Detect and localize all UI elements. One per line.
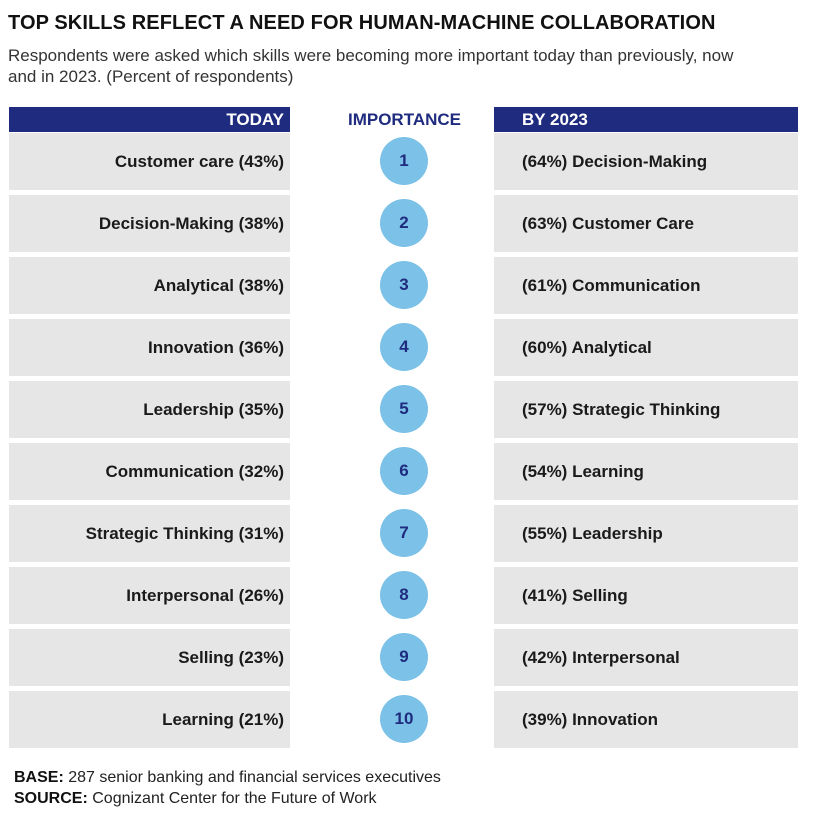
by-2023-skill-cell: (54%) Learning: [494, 443, 798, 500]
header-today: TODAY: [9, 107, 290, 132]
by-2023-skill-cell: (57%) Strategic Thinking: [494, 381, 798, 438]
importance-rank-badge: 9: [380, 633, 428, 681]
base-note: BASE: 287 senior banking and financial s…: [14, 767, 441, 788]
importance-rank-badge: 7: [380, 509, 428, 557]
importance-rank-badge: 3: [380, 261, 428, 309]
importance-rank-badge: 6: [380, 447, 428, 495]
base-label: BASE:: [14, 769, 64, 786]
header-importance: IMPORTANCE: [347, 110, 461, 129]
by-2023-skill-cell: (60%) Analytical: [494, 319, 798, 376]
by-2023-skill-cell: (39%) Innovation: [494, 691, 798, 748]
today-skill-cell: Interpersonal (26%): [9, 567, 290, 624]
base-text: 287 senior banking and financial service…: [68, 769, 441, 786]
chart-subtitle: Respondents were asked which skills were…: [8, 46, 734, 86]
by-2023-skill-cell: (55%) Leadership: [494, 505, 798, 562]
importance-rank-badge: 4: [380, 323, 428, 371]
source-text: Cognizant Center for the Future of Work: [92, 790, 377, 807]
source-note: SOURCE: Cognizant Center for the Future …: [14, 788, 441, 809]
by-2023-skill-cell: (64%) Decision-Making: [494, 133, 798, 190]
by-2023-skill-cell: (63%) Customer Care: [494, 195, 798, 252]
importance-rank-badge: 5: [380, 385, 428, 433]
today-skill-cell: Communication (32%): [9, 443, 290, 500]
today-skill-cell: Strategic Thinking (31%): [9, 505, 290, 562]
importance-rank-badge: 2: [380, 199, 428, 247]
today-skill-cell: Learning (21%): [9, 691, 290, 748]
source-label: SOURCE:: [14, 790, 88, 807]
importance-rank-badge: 1: [380, 137, 428, 185]
today-skill-cell: Innovation (36%): [9, 319, 290, 376]
chart-title: TOP SKILLS REFLECT A NEED FOR HUMAN-MACH…: [8, 12, 716, 34]
today-skill-cell: Customer care (43%): [9, 133, 290, 190]
importance-rank-badge: 8: [380, 571, 428, 619]
header-by-2023: BY 2023: [494, 107, 798, 132]
today-skill-cell: Decision-Making (38%): [9, 195, 290, 252]
footer: BASE: 287 senior banking and financial s…: [14, 767, 441, 809]
by-2023-skill-cell: (41%) Selling: [494, 567, 798, 624]
today-skill-cell: Leadership (35%): [9, 381, 290, 438]
importance-rank-badge: 10: [380, 695, 428, 743]
by-2023-skill-cell: (42%) Interpersonal: [494, 629, 798, 686]
today-skill-cell: Selling (23%): [9, 629, 290, 686]
today-skill-cell: Analytical (38%): [9, 257, 290, 314]
by-2023-skill-cell: (61%) Communication: [494, 257, 798, 314]
